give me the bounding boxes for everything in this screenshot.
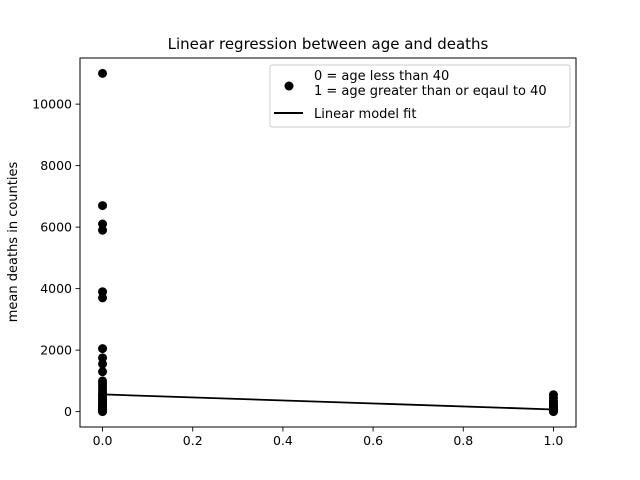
data-point xyxy=(98,219,108,229)
x-tick-label: 0.2 xyxy=(183,433,203,448)
data-point xyxy=(98,407,108,417)
y-tick-label: 10000 xyxy=(32,97,72,112)
data-point xyxy=(98,367,108,377)
axes-frame xyxy=(79,57,577,428)
plot-area xyxy=(98,68,558,417)
x-tick-label: 0.0 xyxy=(93,433,113,448)
y-axis-label: mean deaths in counties xyxy=(6,162,21,323)
data-point xyxy=(98,293,108,303)
legend-label-line: 1 = age greater than or eqaul to 40 xyxy=(314,84,547,99)
y-tick-label: 4000 xyxy=(40,281,72,296)
data-point xyxy=(98,353,108,363)
x-tick-label: 0.4 xyxy=(273,433,293,448)
data-point xyxy=(98,287,108,297)
legend-dot-marker xyxy=(284,81,294,91)
x-axis-ticks: 0.0 0.2 0.4 0.6 0.8 1.0 xyxy=(93,427,564,448)
data-point xyxy=(98,344,108,354)
legend-label-line: Linear model fit xyxy=(314,107,416,122)
legend-box xyxy=(269,64,571,128)
legend-label-fit: Linear model fit xyxy=(314,107,416,122)
data-point xyxy=(98,68,108,78)
chart-title: Linear regression between age and deaths xyxy=(168,35,489,53)
y-axis-ticks: 0 2000 4000 6000 8000 10000 xyxy=(32,97,80,419)
linear-fit-line xyxy=(102,393,554,411)
linear-fit-layer xyxy=(102,393,554,411)
x-tick-label: 0.8 xyxy=(453,433,473,448)
y-tick-label: 0 xyxy=(64,404,72,419)
y-tick-label: 8000 xyxy=(40,158,72,173)
x-tick-label: 0.6 xyxy=(363,433,383,448)
data-point xyxy=(98,225,108,235)
data-point xyxy=(98,359,108,369)
legend-label-points: 0 = age less than 40 1 = age greater than… xyxy=(314,69,547,99)
data-point xyxy=(98,201,108,211)
x-tick-label: 1.0 xyxy=(544,433,564,448)
y-tick-label: 2000 xyxy=(40,343,72,358)
y-tick-label: 6000 xyxy=(40,220,72,235)
legend: 0 = age less than 40 1 = age greater than… xyxy=(269,64,571,128)
legend-label-line: 0 = age less than 40 xyxy=(314,69,449,84)
